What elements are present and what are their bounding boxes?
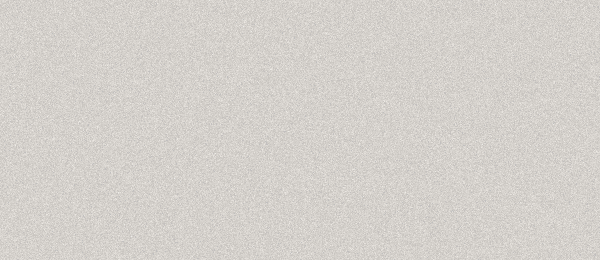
Text: What is the group (top to bottom) trend in the first ionization energies? Why?: What is the group (top to bottom) trend …: [145, 49, 600, 62]
Text: It increases because the nuclear charge increases: It increases because the nuclear charge …: [166, 91, 462, 104]
Text: It decreases because the distance from the nucleus to the valence electrons incr: It decreases because the distance from t…: [166, 125, 600, 138]
Text: It decreases because the nuclear charge decreases: It decreases because the nuclear charge …: [166, 159, 470, 172]
FancyBboxPatch shape: [136, 41, 479, 225]
Text: It increases because the distance from the nucleus to the valence electrons decr: It increases because the distance from t…: [166, 193, 600, 206]
